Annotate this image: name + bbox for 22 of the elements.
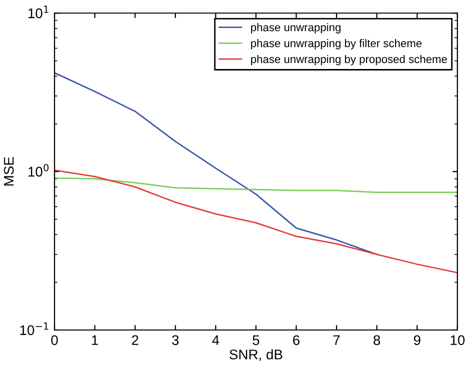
line-series [54,170,458,274]
x-tick-label: 1 [92,335,98,345]
legend-label: phase unwrapping by filter scheme [251,39,422,50]
y-tick-label: 10$^{1}$ [28,6,48,18]
line-series [54,72,378,256]
x-tick-label: 2 [132,335,138,345]
x-tick-label: 9 [414,335,420,346]
x-tick-label: 0 [51,335,58,346]
y-axis-title: MSE [4,157,14,186]
x-tick-label: 6 [293,335,300,346]
legend-label: phase unwrapping by proposed scheme [251,54,447,66]
x-tick-label: 8 [374,335,380,346]
y-tick-label: 10$^{0}$ [28,164,49,177]
x-tick-label: 4 [212,335,220,345]
x-tick-label: 7 [333,335,340,345]
x-axis-title: SNR, dB [230,349,282,362]
line-series [54,177,458,193]
x-tick-label: 10 [450,335,465,346]
x-tick-label: 5 [252,335,260,346]
x-tick-label: 3 [172,335,179,346]
legend-label: phase unwrapping [251,23,340,34]
y-tick-label: 10$^{−1}$ [20,322,48,336]
